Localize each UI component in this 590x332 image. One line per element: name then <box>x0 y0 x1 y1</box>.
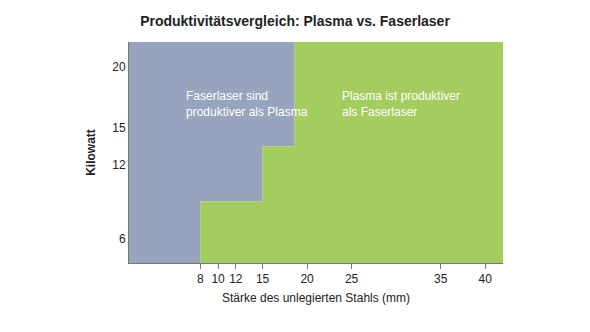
svg-text:20: 20 <box>112 60 126 74</box>
svg-text:Kilowatt: Kilowatt <box>84 129 98 176</box>
svg-text:40: 40 <box>479 272 493 286</box>
svg-text:10: 10 <box>211 272 225 286</box>
svg-text:6: 6 <box>119 232 126 246</box>
svg-text:35: 35 <box>434 272 448 286</box>
svg-text:12: 12 <box>112 158 126 172</box>
svg-text:8: 8 <box>197 272 204 286</box>
svg-text:Faserlaser sindproduktiver als: Faserlaser sindproduktiver als Plasma <box>186 89 308 119</box>
svg-text:Plasma ist produktiverals Fase: Plasma ist produktiverals Faserlaser <box>342 89 460 119</box>
svg-text:20: 20 <box>300 272 314 286</box>
svg-text:25: 25 <box>345 272 359 286</box>
svg-text:15: 15 <box>256 272 270 286</box>
svg-text:Produktivitätsvergleich: Plasm: Produktivitätsvergleich: Plasma vs. Fase… <box>140 13 450 29</box>
svg-text:Stärke des unlegierten Stahls: Stärke des unlegierten Stahls (mm) <box>222 291 410 305</box>
svg-text:15: 15 <box>112 121 126 135</box>
svg-text:12: 12 <box>229 272 243 286</box>
